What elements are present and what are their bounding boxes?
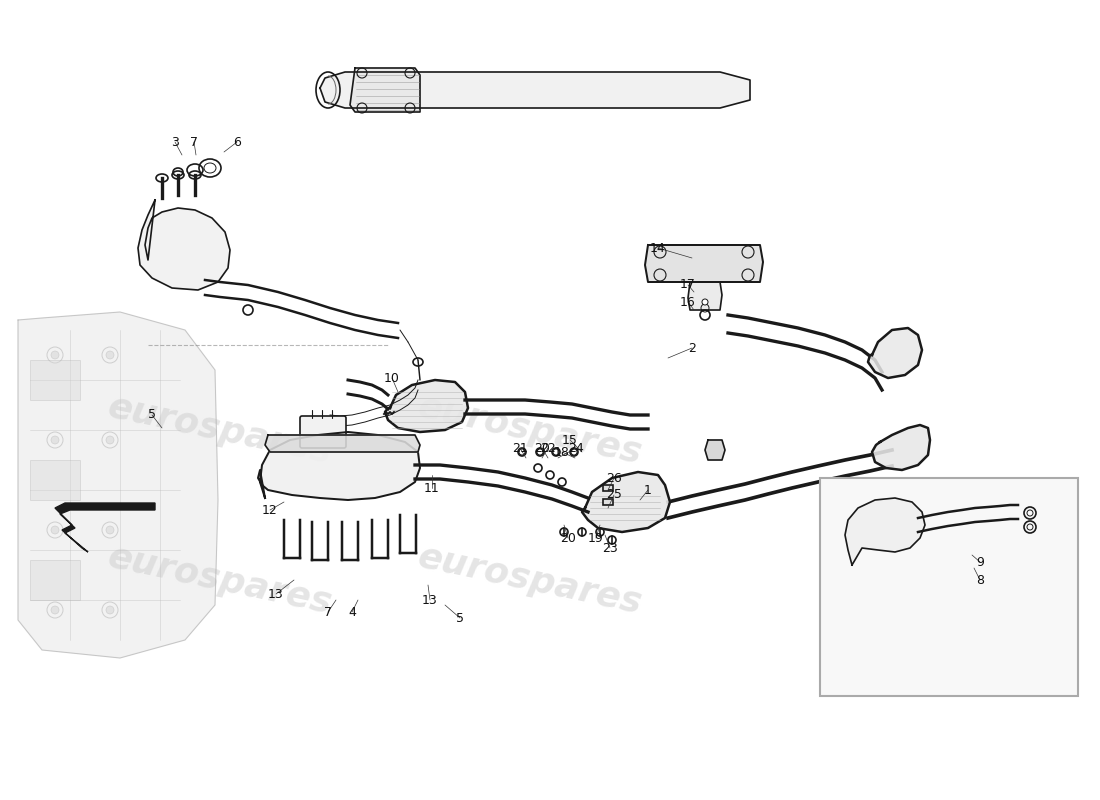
Text: 3: 3 bbox=[172, 135, 179, 149]
Text: 6: 6 bbox=[233, 135, 241, 149]
Text: 19: 19 bbox=[588, 531, 604, 545]
Polygon shape bbox=[320, 72, 750, 108]
Text: 25: 25 bbox=[606, 489, 621, 502]
Ellipse shape bbox=[106, 351, 114, 359]
Polygon shape bbox=[868, 328, 922, 378]
Text: 9: 9 bbox=[976, 555, 983, 569]
Polygon shape bbox=[55, 503, 155, 552]
Polygon shape bbox=[385, 380, 468, 432]
Polygon shape bbox=[582, 472, 670, 532]
Text: 22: 22 bbox=[540, 442, 556, 454]
Text: 18: 18 bbox=[554, 446, 570, 458]
Text: 20: 20 bbox=[535, 442, 550, 454]
Ellipse shape bbox=[243, 305, 253, 315]
Text: 16: 16 bbox=[680, 295, 696, 309]
Text: 7: 7 bbox=[324, 606, 332, 618]
Text: eurospares: eurospares bbox=[415, 390, 646, 470]
Text: 13: 13 bbox=[268, 587, 284, 601]
Text: eurospares: eurospares bbox=[104, 540, 336, 620]
FancyBboxPatch shape bbox=[820, 478, 1078, 696]
Polygon shape bbox=[645, 245, 763, 282]
Text: 7: 7 bbox=[190, 135, 198, 149]
Ellipse shape bbox=[51, 526, 59, 534]
Bar bbox=[30, 560, 80, 600]
Polygon shape bbox=[138, 200, 230, 290]
Text: 5: 5 bbox=[456, 611, 464, 625]
Text: 10: 10 bbox=[384, 371, 400, 385]
Text: 14: 14 bbox=[650, 242, 666, 254]
Polygon shape bbox=[350, 68, 420, 112]
Ellipse shape bbox=[51, 351, 59, 359]
Polygon shape bbox=[688, 282, 722, 310]
Ellipse shape bbox=[702, 299, 708, 305]
Bar bbox=[603, 485, 613, 491]
Text: 20: 20 bbox=[560, 531, 576, 545]
Ellipse shape bbox=[51, 436, 59, 444]
Text: eurospares: eurospares bbox=[415, 540, 646, 620]
Polygon shape bbox=[258, 432, 420, 500]
Text: 2: 2 bbox=[689, 342, 696, 354]
Bar bbox=[603, 499, 613, 505]
Bar bbox=[30, 360, 80, 400]
Polygon shape bbox=[845, 498, 925, 565]
Text: 15: 15 bbox=[562, 434, 578, 446]
Polygon shape bbox=[872, 425, 930, 470]
Bar bbox=[30, 460, 80, 500]
Text: 23: 23 bbox=[602, 542, 618, 554]
Polygon shape bbox=[705, 440, 725, 460]
FancyBboxPatch shape bbox=[300, 416, 346, 448]
Text: 1: 1 bbox=[645, 483, 652, 497]
Text: 21: 21 bbox=[513, 442, 528, 454]
Text: 4: 4 bbox=[348, 606, 356, 618]
Ellipse shape bbox=[106, 526, 114, 534]
Text: 5: 5 bbox=[148, 409, 156, 422]
Text: 26: 26 bbox=[606, 471, 621, 485]
Text: 11: 11 bbox=[425, 482, 440, 494]
Ellipse shape bbox=[106, 436, 114, 444]
Polygon shape bbox=[265, 435, 420, 452]
Text: 24: 24 bbox=[568, 442, 584, 454]
Text: eurospares: eurospares bbox=[104, 390, 336, 470]
Text: 17: 17 bbox=[680, 278, 696, 291]
Ellipse shape bbox=[51, 606, 59, 614]
Text: 13: 13 bbox=[422, 594, 438, 606]
Text: 12: 12 bbox=[262, 503, 278, 517]
Ellipse shape bbox=[106, 606, 114, 614]
Polygon shape bbox=[18, 312, 218, 658]
Text: 8: 8 bbox=[976, 574, 984, 586]
